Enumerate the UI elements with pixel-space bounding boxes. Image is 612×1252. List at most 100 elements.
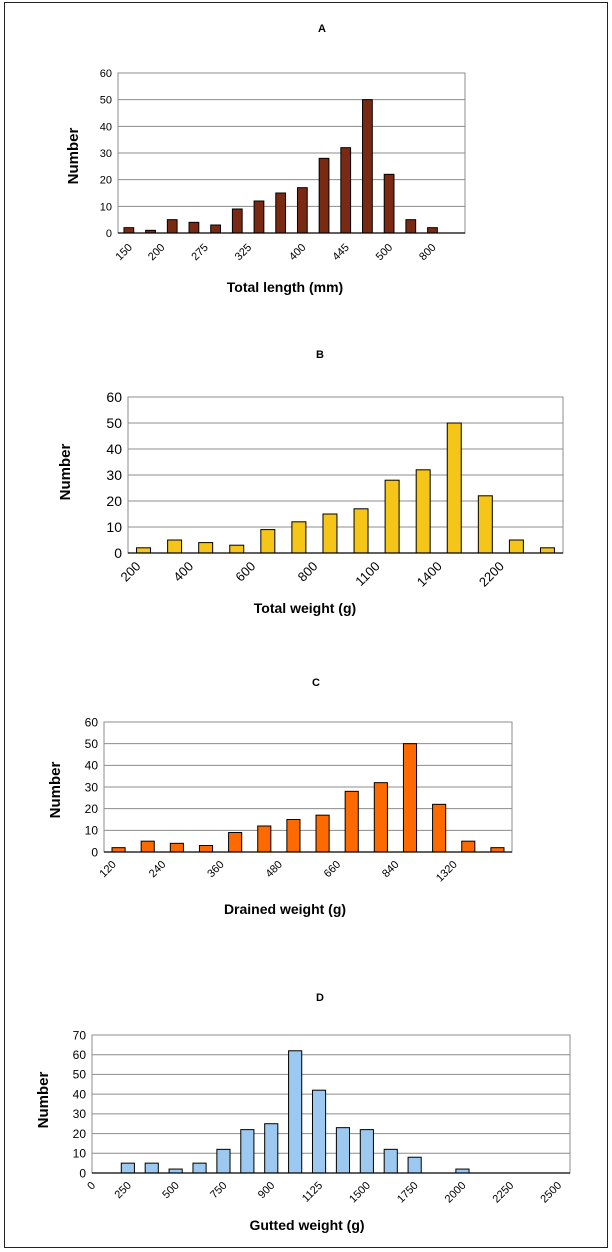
chart-b-xtick-label: 1100	[352, 559, 382, 589]
chart-c-bar	[315, 814, 330, 853]
chart-a-panel-label: A	[318, 23, 326, 35]
chart-d-xlabel: Gutted weight (g)	[249, 1217, 364, 1233]
chart-a-bar	[296, 187, 308, 234]
chart-b-xtick-label: 200	[117, 559, 143, 585]
chart-a-bar	[231, 208, 243, 234]
chart-c-xtick-label: 120	[97, 859, 118, 880]
chart-d-ytick-label: 20	[73, 1127, 87, 1141]
chart-b-bar	[229, 544, 245, 554]
chart-d-bar	[359, 1129, 374, 1174]
chart-d-ytick-label: 40	[73, 1087, 87, 1101]
chart-d-ytick-label: 60	[73, 1048, 87, 1062]
chart-c-bar	[111, 847, 126, 853]
chart-d-bar	[335, 1127, 351, 1174]
chart-d-xtick-label: 0	[85, 1180, 98, 1193]
chart-a-ytick-label: 40	[100, 121, 112, 133]
chart-b-xlabel: Total weight (g)	[254, 600, 356, 616]
chart-b-bar	[415, 469, 431, 554]
chart-c-ytick-label: 20	[85, 802, 99, 816]
chart-b-bar	[167, 539, 183, 554]
chart-d-xtick-label: 2000	[443, 1180, 469, 1206]
chart-d-svg: D Number Gutted weight (g) 0 10 20 30 40 50 60…	[35, 992, 571, 1233]
chart-b-ytick-label: 40	[106, 441, 122, 457]
chart-a-bar	[362, 99, 373, 234]
chart-d-bar	[120, 1162, 135, 1174]
chart-c-xtick-label: 840	[380, 859, 401, 880]
chart-b-svg: B Number Total weight (g) 0 10 20 30 40 50 60 2…	[57, 349, 564, 616]
chart-d-ylabel: Number	[35, 1072, 52, 1129]
chart-b-bar	[322, 513, 338, 554]
chart-d-ytick-label: 10	[73, 1147, 87, 1161]
chart-b-xtick-label: 2200	[476, 559, 507, 590]
chart-d-bar	[311, 1089, 327, 1174]
chart-d-bar	[216, 1148, 231, 1174]
chart-d-xtick-label: 2250	[491, 1180, 517, 1206]
chart-c-ytick-label: 40	[85, 759, 99, 773]
chart-a-bar	[253, 200, 265, 234]
chart-a-bar	[210, 224, 221, 234]
figure-frame	[4, 2, 608, 1248]
chart-a-bar	[166, 219, 178, 234]
chart-c-ytick-label: 60	[85, 715, 99, 729]
chart-c-bar	[373, 782, 388, 853]
chart-b: B Number Total weight (g) 0 10 20 30 40 50 60 2…	[0, 300, 612, 620]
chart-c-bar	[140, 840, 155, 853]
chart-b-panel-label: B	[316, 349, 324, 361]
chart-c-svg: C Number Drained weight (g) 0 10 20 30 40 50 6…	[47, 677, 513, 917]
chart-b-bar	[198, 542, 214, 554]
chart-a-bar	[275, 192, 287, 234]
chart-a-xtick-label: 200	[146, 242, 167, 263]
chart-c: C Number Drained weight (g) 0 10 20 30 40 50 6…	[0, 620, 612, 930]
chart-d-plot-border	[91, 1034, 571, 1174]
chart-d-xtick-label: 2500	[538, 1180, 564, 1206]
chart-c-xlabel: Drained weight (g)	[224, 901, 346, 917]
chart-b-bar	[136, 547, 152, 554]
chart-d-bar	[288, 1050, 303, 1174]
chart-a-xtick-label: 800	[417, 242, 438, 263]
chart-a-ylabel: Number	[65, 128, 82, 185]
chart-c-xtick-label: 480	[264, 859, 285, 880]
chart-d-xtick-label: 500	[160, 1180, 181, 1201]
chart-a-ytick-label: 0	[106, 228, 112, 240]
chart-d-xtick-label: 900	[256, 1180, 277, 1201]
chart-a-bar	[340, 147, 352, 234]
chart-c-bar	[461, 840, 476, 853]
chart-b-bar	[353, 508, 369, 554]
chart-b-bar	[539, 547, 555, 554]
chart-c-ytick-label: 50	[85, 737, 99, 751]
chart-c-bar	[402, 743, 418, 853]
chart-c-xtick-label: 1320	[434, 859, 460, 885]
chart-b-ytick-label: 50	[106, 415, 122, 431]
chart-b-xtick-label: 800	[295, 559, 321, 585]
chart-c-bar	[432, 803, 447, 853]
chart-d-panel-label: D	[316, 992, 324, 1004]
chart-b-ytick-label: 60	[106, 389, 122, 405]
chart-d-ytick-label: 0	[79, 1166, 86, 1180]
chart-c-xtick-label: 660	[322, 859, 343, 880]
chart-d-bar	[144, 1162, 159, 1174]
chart-a-xlabel: Total length (mm)	[227, 279, 343, 295]
chart-b-ytick-label: 30	[106, 467, 122, 483]
chart-a-ytick-label: 30	[100, 148, 112, 160]
chart-c-panel-label: C	[312, 677, 320, 689]
chart-b-bar	[508, 539, 524, 554]
chart-d: D Number Gutted weight (g) 0 10 20 30 40 50 60…	[0, 930, 612, 1248]
chart-c-bar	[490, 847, 505, 853]
chart-b-bar	[384, 479, 400, 554]
chart-c-ytick-label: 0	[91, 845, 98, 859]
chart-c-bar	[198, 845, 214, 853]
chart-c-bar	[344, 790, 359, 853]
chart-a-bar	[318, 157, 330, 234]
chart-d-xtick-label: 1125	[300, 1180, 325, 1205]
chart-a-xtick-label: 400	[287, 242, 308, 263]
chart-a-ytick-label: 10	[100, 201, 112, 213]
chart-d-xtick-label: 250	[113, 1180, 134, 1201]
chart-c-bar	[286, 819, 301, 853]
chart-d-bar	[407, 1156, 422, 1174]
chart-a-ytick-label: 60	[100, 68, 112, 80]
chart-a-bar	[123, 227, 135, 234]
chart-a-xtick-label: 275	[189, 242, 210, 263]
chart-d-bar	[192, 1162, 207, 1174]
chart-d-ytick-label: 50	[73, 1068, 87, 1082]
chart-b-ylabel: Number	[57, 444, 74, 501]
